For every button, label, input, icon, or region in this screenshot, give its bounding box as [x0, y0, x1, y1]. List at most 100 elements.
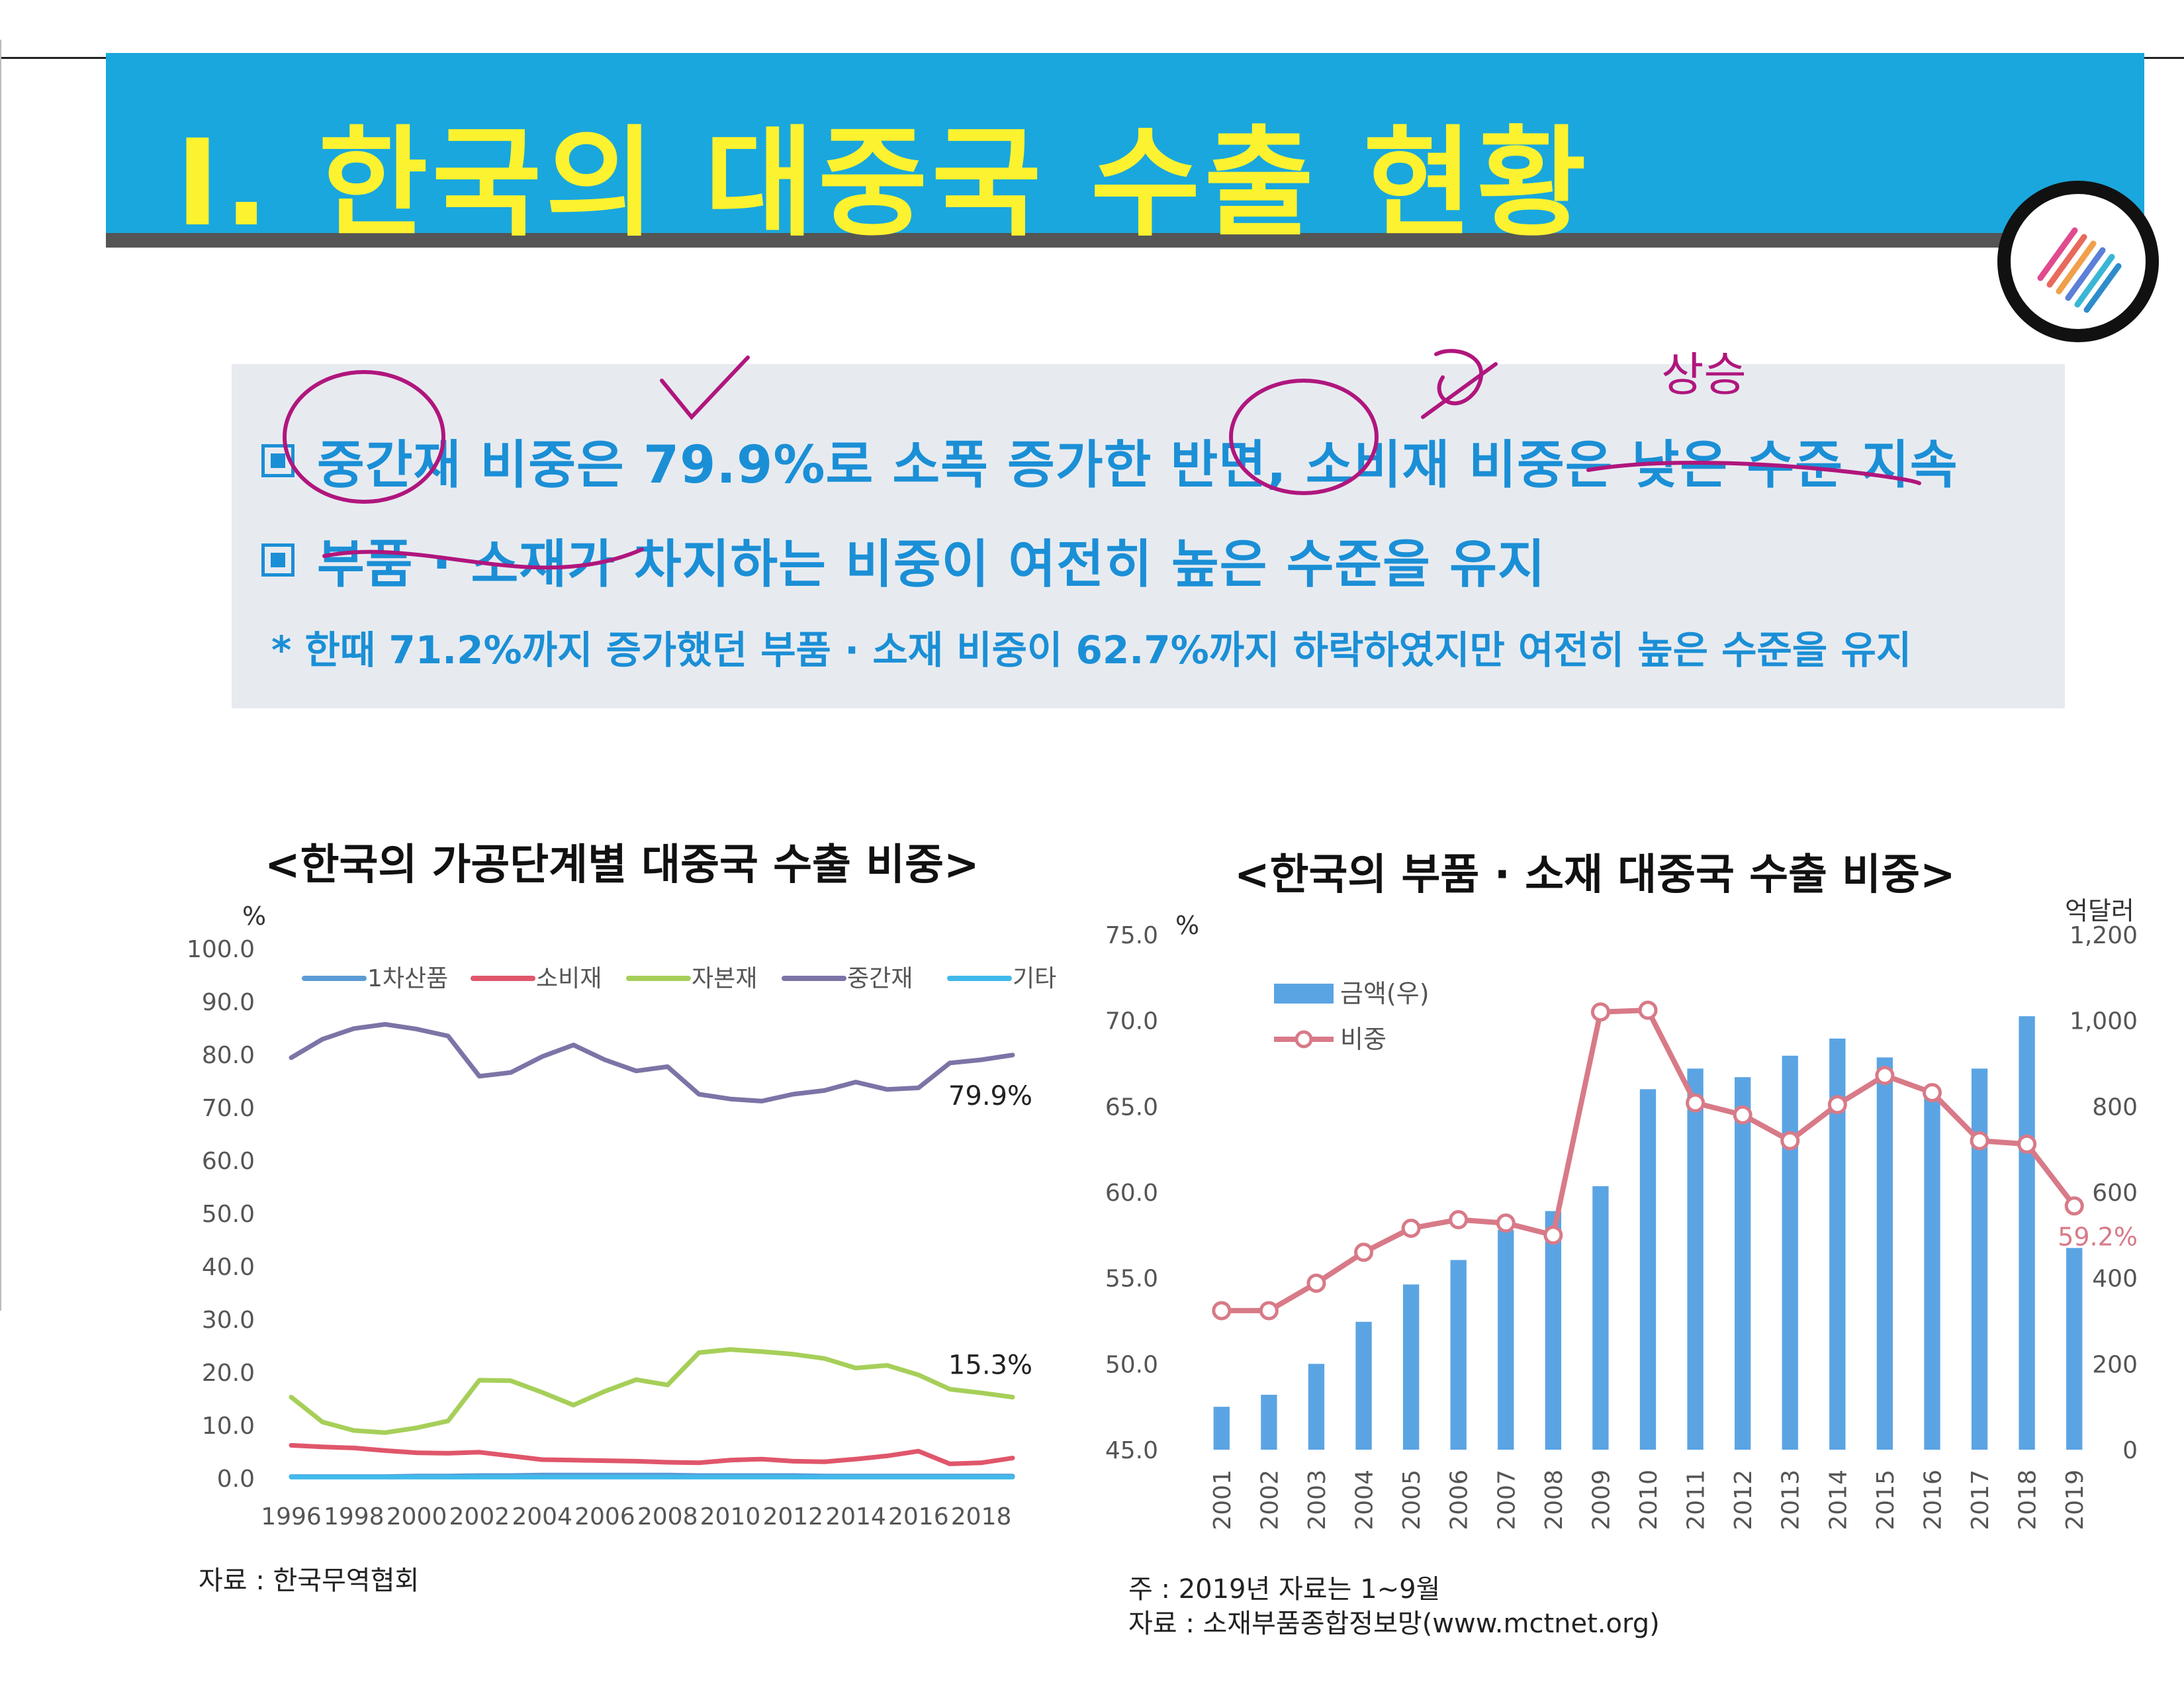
- summary-bullet-text: 중간재 비중은 79.9%로 소폭 증가한 반면, 소비재 비중은 낮은 수준 …: [317, 436, 1958, 495]
- y-tick-label: 10.0: [202, 1413, 255, 1440]
- x-tick-label: 2009: [1588, 1470, 1615, 1530]
- share-point-2002: [1259, 1301, 1279, 1321]
- series-line-자본재: [289, 1347, 1015, 1435]
- handwritten-annotations: 상승: [283, 348, 1921, 570]
- right-chart-title: <한국의 부품 · 소재 대중국 수출 비중>: [1234, 851, 1956, 900]
- x-tick-label: 2008: [1541, 1470, 1568, 1530]
- x-tick-label: 2014: [1825, 1470, 1852, 1530]
- x-tick-label: 2003: [1304, 1470, 1331, 1530]
- data-label-capital: 15.3%: [948, 1350, 1032, 1381]
- y-right-tick-label: 1,000: [2070, 1008, 2138, 1035]
- x-tick-label: 2006: [1446, 1470, 1473, 1530]
- legend-label: 소비재: [536, 965, 602, 992]
- left-chart-source: 자료 : 한국무역협회: [199, 1566, 420, 1596]
- share-point-2017: [1970, 1131, 1989, 1150]
- series-line-중간재: [289, 1021, 1015, 1103]
- legend-label: 자본재: [692, 965, 757, 992]
- left-chart-unit: %: [242, 902, 267, 931]
- header-banner-shadow: [106, 233, 2144, 248]
- x-tick-label: 2004: [512, 1503, 572, 1530]
- summary-bullet-2: 부품 · 소재가 차지하는 비중이 여전히 높은 수준을 유지: [261, 523, 1546, 597]
- page-title: Ⅰ. 한국의 대중국 수출 현황: [175, 115, 1591, 253]
- square-bullet-icon: [261, 444, 295, 477]
- bar-amount-2005: [1402, 1284, 1420, 1450]
- logo-icon: [1997, 181, 2159, 342]
- y-right-tick-label: 800: [2092, 1094, 2138, 1121]
- x-tick-label: 1996: [261, 1503, 322, 1530]
- y-left-tick-label: 50.0: [1105, 1351, 1158, 1378]
- x-tick-label: 2018: [2015, 1470, 2042, 1530]
- share-point-2019: [2064, 1196, 2084, 1216]
- share-point-2011: [1686, 1093, 1706, 1113]
- x-tick-label: 2005: [1398, 1470, 1426, 1530]
- x-tick-label: 2012: [1730, 1470, 1757, 1530]
- left-chart: 0.0 10.0 20.0 30.0 40.0 50.0 60.0 70.0 80.0 90.0 1…: [187, 936, 1056, 1530]
- bar-amount-2018: [2019, 1016, 2035, 1450]
- legend-label: 중간재: [847, 965, 913, 992]
- y-left-tick-label: 55.0: [1105, 1266, 1158, 1293]
- data-label-intermediate: 79.9%: [948, 1081, 1032, 1111]
- bar-amount-2016: [1924, 1095, 1940, 1450]
- share-point-2016: [1922, 1083, 1942, 1103]
- x-tick-label: 2019: [2062, 1470, 2089, 1530]
- bar-amount-2002: [1261, 1395, 1277, 1450]
- x-tick-label: 2013: [1778, 1470, 1805, 1530]
- share-point-2006: [1449, 1209, 1469, 1229]
- share-point-2012: [1733, 1105, 1752, 1125]
- summary-bullet-1: 중간재 비중은 79.9%로 소폭 증가한 반면, 소비재 비중은 낮은 수준 …: [261, 424, 1958, 498]
- y-left-tick-label: 65.0: [1105, 1094, 1158, 1121]
- bar-amount-2017: [1971, 1068, 1988, 1450]
- y-right-tick-label: 400: [2092, 1266, 2138, 1293]
- bar-amount-2019: [2066, 1248, 2083, 1450]
- y-tick-label: 80.0: [202, 1042, 255, 1069]
- bar-amount-2008: [1545, 1211, 1562, 1450]
- legend-label-amount: 금액(우): [1340, 979, 1430, 1008]
- right-chart-footnote: 주 : 2019년 자료는 1~9월: [1128, 1574, 1441, 1605]
- x-tick-label: 2002: [449, 1503, 510, 1530]
- x-tick-label: 2017: [1967, 1470, 1994, 1530]
- share-point-2013: [1780, 1131, 1800, 1150]
- share-point-2018: [2017, 1134, 2037, 1154]
- y-right-tick-label: 1,200: [2070, 922, 2138, 949]
- x-tick-label: 2010: [1635, 1470, 1662, 1530]
- x-tick-label: 2000: [387, 1503, 447, 1530]
- x-tick-label: 2014: [825, 1503, 886, 1530]
- y-left-tick-label: 45.0: [1105, 1437, 1158, 1464]
- right-chart-source: 자료 : 소재부품종합정보망(www.mctnet.org): [1128, 1609, 1660, 1639]
- share-point-2007: [1496, 1213, 1516, 1233]
- share-point-2008: [1543, 1225, 1563, 1245]
- bar-amount-2010: [1639, 1089, 1657, 1450]
- summary-note: * 한때 71.2%까지 증가했던 부품 · 소재 비중이 62.7%까지 하락…: [271, 628, 1912, 673]
- x-tick-label: 2002: [1256, 1470, 1283, 1530]
- x-tick-label: 1998: [324, 1503, 385, 1530]
- handwritten-note: 상승: [1661, 348, 1747, 402]
- bar-amount-2003: [1308, 1364, 1325, 1450]
- legend-label: 1차산품: [367, 965, 448, 992]
- x-tick-label: 2012: [762, 1503, 823, 1530]
- right-chart-unit-left: %: [1175, 911, 1200, 940]
- right-chart: 45.0 50.0 55.0 60.0 65.0 70.0 75.0 0 200 400 600 80…: [1105, 922, 2138, 1530]
- bar-amount-2012: [1734, 1077, 1751, 1450]
- bar-amount-2006: [1450, 1260, 1467, 1450]
- legend-label-share: 비중: [1340, 1025, 1387, 1054]
- y-left-tick-label: 70.0: [1105, 1008, 1158, 1035]
- bar-amount-2015: [1876, 1057, 1893, 1450]
- data-label-share: 59.2%: [2058, 1223, 2138, 1252]
- y-right-tick-label: 600: [2092, 1180, 2138, 1207]
- y-tick-label: 100.0: [187, 936, 255, 963]
- x-tick-label: 2016: [888, 1503, 949, 1530]
- bar-amount-2013: [1782, 1055, 1798, 1450]
- legend-marker-share: [1295, 1030, 1313, 1049]
- y-tick-label: 60.0: [202, 1148, 255, 1175]
- x-tick-label: 2010: [700, 1503, 761, 1530]
- bar-amount-2007: [1498, 1230, 1514, 1450]
- series-line-소비재: [289, 1442, 1015, 1466]
- x-tick-label: 2001: [1209, 1470, 1236, 1530]
- share-point-2003: [1306, 1273, 1326, 1293]
- y-tick-label: 30.0: [202, 1307, 255, 1334]
- legend-swatch-amount: [1274, 984, 1334, 1004]
- legend-label: 기타: [1013, 965, 1056, 992]
- bar-amount-2009: [1592, 1186, 1609, 1450]
- x-tick-label: 2006: [574, 1503, 635, 1530]
- page-edge-line: [0, 40, 1, 1311]
